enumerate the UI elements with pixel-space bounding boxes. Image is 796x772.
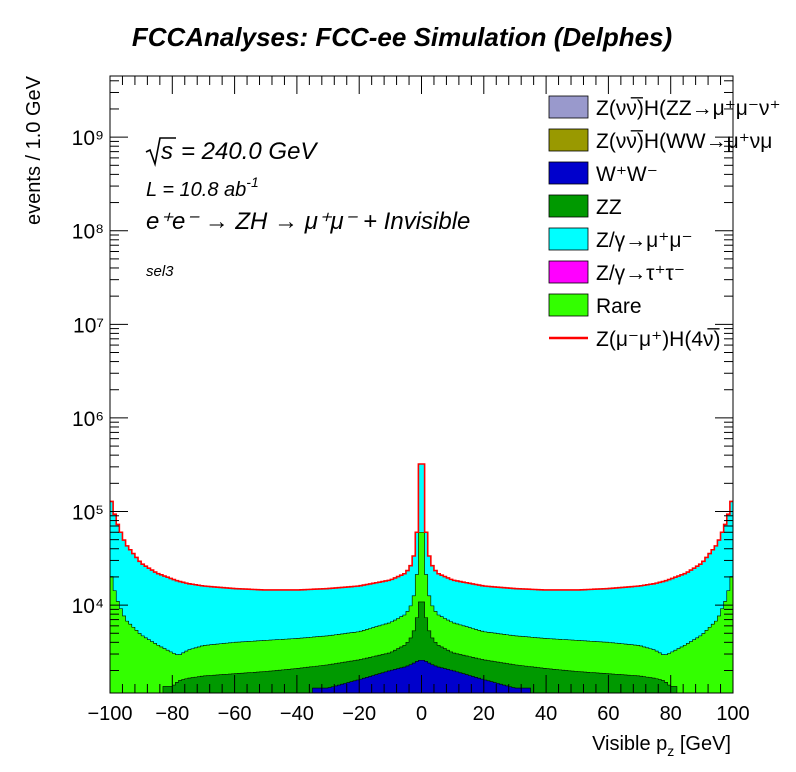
sqrt-s-value: = 240.0 GeV [181, 138, 318, 165]
legend-label: Z/γ→μ⁺μ⁻ [596, 229, 693, 252]
stack-area-zz [110, 601, 733, 694]
x-tick-label: −40 [280, 703, 314, 725]
x-tick-label: 40 [535, 703, 557, 725]
x-tick-label: 20 [473, 703, 495, 725]
y-tick-label: 10⁷ [73, 314, 104, 337]
legend-swatch-z- [548, 227, 589, 251]
x-tick-label: 80 [660, 703, 682, 725]
x-tick-label: −80 [155, 703, 189, 725]
legend: Z(νν̅)H(ZZ→μ⁺μ⁻ν⁺ Z(νν̅)H(WW→μ⁺νμ W⁺W⁻ ZZ Z/… [548, 95, 781, 351]
y-axis: 10⁴ 10⁵ 10⁶ 10⁷ 10⁸ 10⁹ [72, 80, 733, 672]
signal-line [110, 463, 733, 591]
process-label: e⁺e⁻ → ZH → μ⁺μ⁻ + Invisible [146, 208, 470, 235]
x-tick-label: −60 [218, 703, 252, 725]
x-tick-label: 60 [597, 703, 619, 725]
y-axis-title: events / 1.0 GeV [23, 75, 45, 225]
sqrt-s-annotation: s = 240.0 GeV [145, 137, 318, 168]
x-tick-label: −100 [87, 703, 132, 725]
histogram-stack [109, 463, 734, 694]
y-tick-label: 10⁹ [72, 127, 104, 150]
legend-label: ZZ [596, 196, 622, 219]
y-tick-label: 10⁵ [72, 501, 104, 524]
legend-label: Z(νν̅)H(WW→μ⁺νμ [596, 130, 772, 153]
legend-swatch-w-w- [548, 161, 589, 185]
signal-line-layer [110, 463, 733, 591]
sqrt-symbol [145, 137, 176, 168]
x-tick-label: 100 [716, 703, 749, 725]
luminosity-label: L = 10.8 ab-1 [146, 174, 259, 201]
legend-swatch-zz [548, 194, 589, 218]
x-tick-label: −20 [342, 703, 376, 725]
sqrt-s-variable: s [161, 138, 173, 165]
y-tick-label: 10⁸ [72, 221, 104, 244]
legend-label: Z(νν̅)H(ZZ→μ⁺μ⁻ν⁺ [596, 97, 781, 120]
selection-label: sel3 [146, 263, 174, 280]
legend-label: Z(μ⁻μ⁺)H(4ν̅) [596, 328, 721, 351]
legend-label: Z/γ→τ⁺τ⁻ [596, 262, 685, 285]
legend-label: W⁺W⁻ [596, 163, 658, 186]
x-axis: −100 −80 −60 −40 −20 0 20 40 60 80 100 [87, 76, 750, 725]
legend-swatch-z-h-ww- [548, 128, 589, 152]
legend-label: Rare [596, 295, 642, 318]
legend-swatch-z-h-zz- [548, 95, 589, 119]
y-tick-label: 10⁴ [72, 595, 104, 618]
legend-swatch-z- [548, 260, 589, 284]
x-tick-label: 0 [416, 703, 427, 725]
plot-title: FCCAnalyses: FCC-ee Simulation (Delphes) [132, 22, 672, 52]
x-axis-title: Visible pz [GeV] [592, 733, 731, 759]
legend-swatch-rare [548, 293, 589, 317]
y-tick-label: 10⁶ [72, 408, 104, 431]
